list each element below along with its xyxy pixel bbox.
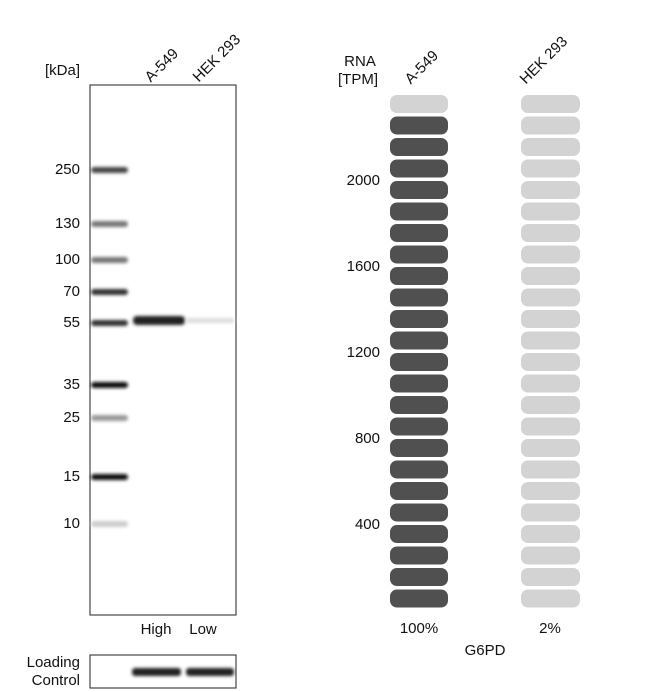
pill (390, 138, 448, 156)
percentage: 100% (400, 620, 438, 637)
pill (390, 568, 448, 586)
pill (390, 396, 448, 414)
pill (390, 525, 448, 543)
ladder-band (91, 474, 128, 480)
ladder-band (91, 257, 128, 263)
pill (390, 267, 448, 285)
marker-label: 35 (63, 376, 80, 393)
pill (390, 482, 448, 500)
pill (390, 310, 448, 328)
pill (390, 439, 448, 457)
band (133, 316, 185, 325)
pill (521, 267, 580, 285)
loading-label: Control (32, 672, 80, 689)
band (186, 668, 234, 676)
sample-label: A-549 (402, 47, 442, 87)
pill (521, 202, 580, 221)
pill (521, 95, 580, 113)
marker-label: 250 (55, 161, 80, 178)
loading-label: Loading (27, 654, 80, 671)
pill (390, 374, 448, 393)
percentage: 2% (539, 620, 561, 637)
pill (521, 482, 580, 500)
pill (390, 224, 448, 242)
pill (521, 589, 580, 608)
western-blot: [kDa] A-549 HEK 293 High Low Loading Con… (27, 31, 244, 689)
pill (521, 288, 580, 307)
pill (521, 224, 580, 242)
ladder-band (91, 167, 128, 173)
pill (521, 331, 580, 350)
pill (390, 589, 448, 608)
pill (390, 546, 448, 565)
gene-name: G6PD (465, 642, 506, 659)
tick-label: 1600 (347, 258, 380, 275)
level-label: High (141, 621, 172, 638)
lane-label: A-549 (142, 45, 182, 85)
band (132, 668, 181, 676)
ladder-band (91, 221, 128, 227)
tick-label: 2000 (347, 172, 380, 189)
band (186, 318, 234, 323)
marker-label: 55 (63, 314, 80, 331)
pill (521, 116, 580, 135)
pill (521, 546, 580, 565)
pill (390, 331, 448, 350)
pill (521, 525, 580, 543)
marker-label: 10 (63, 515, 80, 532)
pill (521, 396, 580, 414)
pill (521, 417, 580, 436)
ladder-band (91, 415, 128, 421)
level-label: Low (189, 621, 217, 638)
pill (390, 95, 448, 113)
sample-label: HEK 293 (517, 33, 571, 87)
pill (521, 181, 580, 199)
lane-label: HEK 293 (190, 31, 244, 85)
unit-label: RNA (344, 53, 376, 70)
pill (390, 288, 448, 307)
ladder-band (91, 382, 128, 388)
tick-label: 1200 (347, 344, 380, 361)
tick-label: 400 (355, 516, 380, 533)
pill (390, 503, 448, 522)
pill (390, 353, 448, 371)
marker-label: 100 (55, 251, 80, 268)
ladder-band (91, 289, 128, 295)
marker-label: 70 (63, 283, 80, 300)
marker-label: 130 (55, 215, 80, 232)
pill (521, 568, 580, 586)
unit-label: [kDa] (45, 62, 80, 79)
pill (521, 138, 580, 156)
ladder-band (91, 320, 128, 326)
pill (390, 202, 448, 221)
tick-label: 800 (355, 430, 380, 447)
pill (390, 460, 448, 479)
pill (390, 181, 448, 199)
pill (521, 159, 580, 178)
marker-label: 25 (63, 409, 80, 426)
pill (390, 116, 448, 135)
pill (521, 439, 580, 457)
pill (521, 503, 580, 522)
pill (390, 245, 448, 264)
pill (521, 245, 580, 264)
ladder-band (91, 521, 128, 527)
unit-label: [TPM] (338, 71, 378, 88)
pill (521, 310, 580, 328)
pill (390, 417, 448, 436)
rna-panel: RNA [TPM] A-549 HEK 293 100% 2% G6PD 200… (338, 33, 580, 659)
pill (521, 460, 580, 479)
marker-label: 15 (63, 468, 80, 485)
blot-frame (89, 84, 237, 616)
pill (390, 159, 448, 178)
pill (521, 374, 580, 393)
pill (521, 353, 580, 371)
